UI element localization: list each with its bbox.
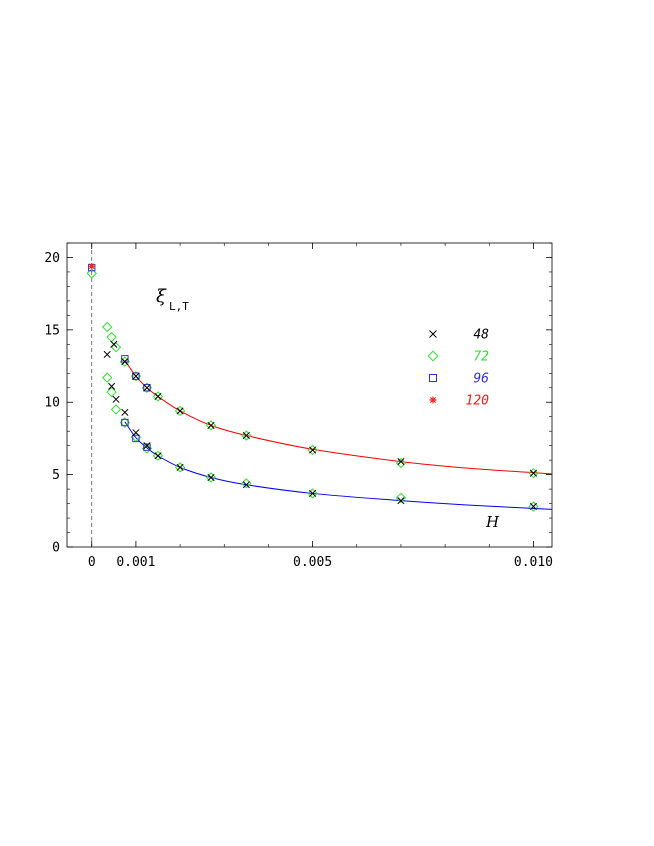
y-tick-label: 15 bbox=[44, 323, 60, 338]
data-point-48 bbox=[132, 429, 140, 437]
data-point-72 bbox=[152, 450, 164, 462]
data-point-48 bbox=[154, 452, 162, 460]
data-point-72 bbox=[106, 386, 117, 398]
y-tick-label: 10 bbox=[44, 396, 60, 411]
data-point-48 bbox=[309, 446, 317, 454]
plot-frame bbox=[66, 242, 553, 548]
data-point-120 bbox=[88, 262, 95, 270]
legend-label: 120 bbox=[466, 394, 490, 409]
data-point-72 bbox=[395, 457, 407, 469]
data-point-48 bbox=[176, 407, 184, 415]
data-point-48 bbox=[176, 463, 184, 471]
data-point-96 bbox=[143, 384, 151, 392]
y-axis-label-subscript: L,T bbox=[169, 300, 189, 313]
data-point-48 bbox=[309, 489, 317, 497]
legend-label: 72 bbox=[473, 350, 489, 365]
x-tick-label: 0.005 bbox=[293, 555, 332, 570]
data-point-48 bbox=[397, 497, 405, 505]
legend-label: 96 bbox=[473, 372, 489, 387]
data-point-48 bbox=[103, 350, 111, 359]
data-point-48 bbox=[397, 458, 405, 466]
legend-label: 48 bbox=[473, 328, 489, 343]
data-point-72 bbox=[528, 501, 539, 512]
legend-marker-96 bbox=[429, 374, 437, 382]
data-point-72 bbox=[307, 444, 318, 456]
data-point-72 bbox=[241, 430, 252, 441]
y-tick-label: 20 bbox=[44, 251, 60, 266]
legend-item: 72 bbox=[427, 350, 489, 365]
data-point-72 bbox=[110, 404, 122, 415]
data-point-48 bbox=[121, 358, 129, 366]
data-point-96 bbox=[143, 443, 151, 451]
data-point-72 bbox=[174, 462, 186, 473]
y-tick-label: 5 bbox=[52, 468, 60, 483]
data-point-48 bbox=[121, 408, 129, 416]
data-point-72 bbox=[101, 321, 113, 333]
data-point-72 bbox=[106, 331, 117, 343]
data-point-48 bbox=[110, 340, 118, 348]
data-point-72 bbox=[395, 492, 407, 503]
data-point-48 bbox=[112, 395, 120, 403]
x-tick-label: 0.010 bbox=[514, 555, 553, 570]
data-point-48 bbox=[143, 384, 151, 392]
x-tick-label: 0.001 bbox=[116, 555, 155, 570]
x-tick-label: 0 bbox=[88, 555, 96, 570]
legend-marker-48 bbox=[429, 330, 437, 338]
axis-ticks: 0 5 10 15 20 0 0.001 0.005 0.010 bbox=[44, 242, 553, 570]
data-point-48 bbox=[207, 421, 215, 429]
legend-item: 48 bbox=[429, 328, 489, 343]
legend-marker-72 bbox=[427, 350, 439, 362]
legend: 48 72 96 120 bbox=[427, 328, 490, 409]
data-point-72 bbox=[307, 488, 318, 499]
data-point-48 bbox=[242, 481, 250, 489]
data-point-72 bbox=[205, 420, 217, 431]
data-point-96 bbox=[132, 434, 140, 443]
data-point-48 bbox=[154, 392, 162, 401]
data-point-72 bbox=[205, 472, 217, 483]
data-point-48 bbox=[132, 372, 140, 380]
data-point-48 bbox=[207, 473, 215, 482]
data-points bbox=[86, 262, 539, 512]
data-point-72 bbox=[241, 478, 252, 489]
data-point-72 bbox=[528, 467, 539, 479]
data-point-72 bbox=[174, 405, 186, 417]
data-point-48 bbox=[143, 442, 151, 450]
data-point-48 bbox=[529, 502, 538, 511]
data-point-72 bbox=[86, 268, 97, 279]
data-point-48 bbox=[529, 469, 538, 477]
x-axis-label: H bbox=[485, 513, 500, 531]
data-point-48 bbox=[242, 431, 250, 440]
data-point-48 bbox=[108, 382, 116, 390]
data-point-72 bbox=[101, 372, 113, 383]
data-point-72 bbox=[152, 391, 164, 402]
legend-item: 120 bbox=[429, 394, 490, 409]
legend-marker-120 bbox=[429, 396, 437, 404]
fit-curve-lower bbox=[124, 421, 553, 510]
legend-item: 96 bbox=[429, 372, 489, 387]
y-axis-label: ξ bbox=[156, 286, 167, 307]
y-tick-label: 0 bbox=[52, 541, 60, 556]
data-point-96 bbox=[121, 418, 129, 427]
data-point-96 bbox=[132, 372, 140, 380]
